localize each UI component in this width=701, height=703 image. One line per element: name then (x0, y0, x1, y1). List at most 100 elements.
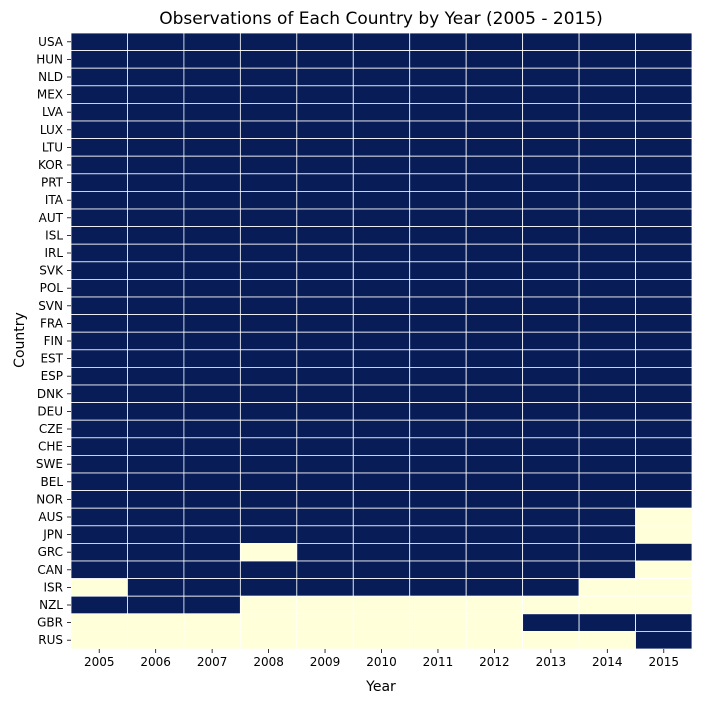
heatmap-cell (465, 278, 524, 298)
heatmap-cell (183, 85, 241, 104)
heatmap-cell (127, 138, 185, 157)
heatmap-cell (127, 613, 185, 632)
heatmap-cell (465, 155, 524, 175)
heatmap-cell (522, 543, 580, 562)
heatmap-cell (578, 595, 636, 615)
heatmap-cell (578, 85, 636, 104)
heatmap-cell (465, 138, 524, 157)
heatmap-cell (578, 437, 636, 456)
heatmap-cell (296, 226, 354, 245)
heatmap-cell (183, 296, 241, 316)
heatmap-cell (635, 349, 693, 368)
heatmap-cell (352, 103, 411, 122)
y-tick-label: KOR (38, 158, 63, 172)
heatmap-cell (578, 243, 636, 263)
heatmap-cell (127, 384, 185, 404)
heatmap-cell (465, 437, 524, 456)
heatmap-cell (183, 278, 241, 298)
heatmap-cell (578, 349, 636, 368)
heatmap-cell (465, 120, 524, 140)
heatmap-cell (183, 226, 241, 245)
heatmap-cell (296, 32, 354, 52)
heatmap-cell (465, 331, 524, 351)
heatmap-cell (635, 419, 693, 439)
heatmap-cell (239, 103, 298, 122)
y-tick-label: FRA (40, 316, 64, 330)
heatmap-cell (183, 578, 241, 597)
heatmap-cell (70, 349, 128, 368)
heatmap-cell (239, 472, 298, 492)
heatmap-cell (70, 384, 128, 404)
heatmap-cell (352, 120, 411, 140)
heatmap-cell (352, 437, 411, 456)
heatmap-cell (127, 155, 185, 175)
heatmap-cell (578, 490, 636, 509)
heatmap-cell (70, 261, 128, 280)
y-tick-label: ITA (45, 193, 64, 207)
heatmap-cell (239, 366, 298, 386)
heatmap-cell (352, 261, 411, 280)
y-tick-label: ISL (45, 228, 63, 242)
heatmap-cell (70, 490, 128, 509)
heatmap-cell (465, 349, 524, 368)
heatmap-cell (522, 578, 580, 597)
heatmap-cell (239, 560, 298, 580)
heatmap-cell (578, 67, 636, 87)
heatmap-cell (578, 173, 636, 192)
heatmap-cell (183, 631, 241, 650)
heatmap-cell (183, 472, 241, 492)
x-tick-label: 2011 (423, 655, 454, 669)
heatmap-cell (635, 296, 693, 316)
heatmap-cell (183, 366, 241, 386)
heatmap-cell (70, 85, 128, 104)
heatmap-cell (183, 402, 241, 421)
heatmap-cell (127, 314, 185, 333)
heatmap-cell (352, 613, 411, 632)
heatmap-cell (409, 138, 467, 157)
heatmap-cell (239, 402, 298, 421)
heatmap-cell (465, 173, 524, 192)
heatmap-cell (522, 314, 580, 333)
heatmap-cell (127, 595, 185, 615)
heatmap-cell (70, 437, 128, 456)
y-tick-label: LVA (42, 105, 64, 119)
heatmap-cell (465, 314, 524, 333)
x-tick-label: 2008 (253, 655, 284, 669)
heatmap-cell (578, 155, 636, 175)
heatmap-cell (296, 384, 354, 404)
x-tick-label: 2005 (84, 655, 115, 669)
heatmap-cell (635, 173, 693, 192)
heatmap-cell (635, 472, 693, 492)
heatmap-cell (183, 384, 241, 404)
heatmap-cell (127, 472, 185, 492)
heatmap-cell (522, 261, 580, 280)
x-tick-label: 2012 (479, 655, 510, 669)
heatmap-cell (296, 595, 354, 615)
heatmap-cell (578, 278, 636, 298)
heatmap-cell (183, 454, 241, 474)
heatmap-cell (409, 384, 467, 404)
heatmap-cell (127, 120, 185, 140)
heatmap-cell (296, 631, 354, 650)
heatmap-cell (239, 67, 298, 87)
heatmap-cell (578, 578, 636, 597)
heatmap-cell (635, 120, 693, 140)
heatmap-cell (635, 543, 693, 562)
heatmap-cell (465, 578, 524, 597)
heatmap-cell (635, 560, 693, 580)
heatmap-cell (465, 243, 524, 263)
heatmap-cell (465, 419, 524, 439)
heatmap-cell (352, 243, 411, 263)
heatmap-cell (352, 454, 411, 474)
heatmap-cell (296, 296, 354, 316)
heatmap-cell (127, 190, 185, 210)
heatmap-cell (635, 631, 693, 650)
heatmap-cell (70, 208, 128, 228)
heatmap-cell (465, 85, 524, 104)
heatmap-cell (465, 613, 524, 632)
heatmap-cell (409, 331, 467, 351)
heatmap-cell (352, 525, 411, 544)
heatmap-cell (465, 595, 524, 615)
heatmap-cell (522, 32, 580, 52)
